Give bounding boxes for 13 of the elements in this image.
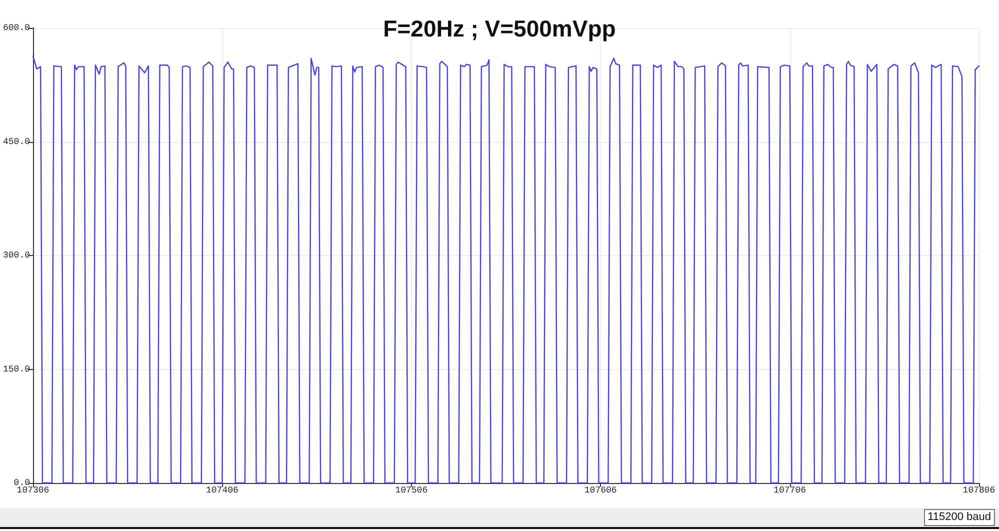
y-tick-label: 150.0: [2, 364, 30, 374]
x-tick-label: 107606: [584, 486, 617, 496]
y-tick-label: 600.0: [2, 23, 30, 33]
x-tick-label: 107406: [206, 486, 238, 496]
y-tick-label: 450.0: [2, 136, 30, 147]
baud-rate-field: 115200 baud: [924, 509, 995, 526]
y-tick-label: 300.0: [2, 250, 30, 260]
x-tick-label: 107506: [395, 486, 428, 496]
x-tick-label: 107306: [16, 486, 50, 496]
x-tick-label: 107806: [962, 486, 996, 496]
x-tick-label: 107706: [774, 486, 806, 496]
y-tick-label: 0.0: [14, 478, 30, 488]
chart-title: F=20Hz ; V=500mVpp: [383, 16, 616, 42]
